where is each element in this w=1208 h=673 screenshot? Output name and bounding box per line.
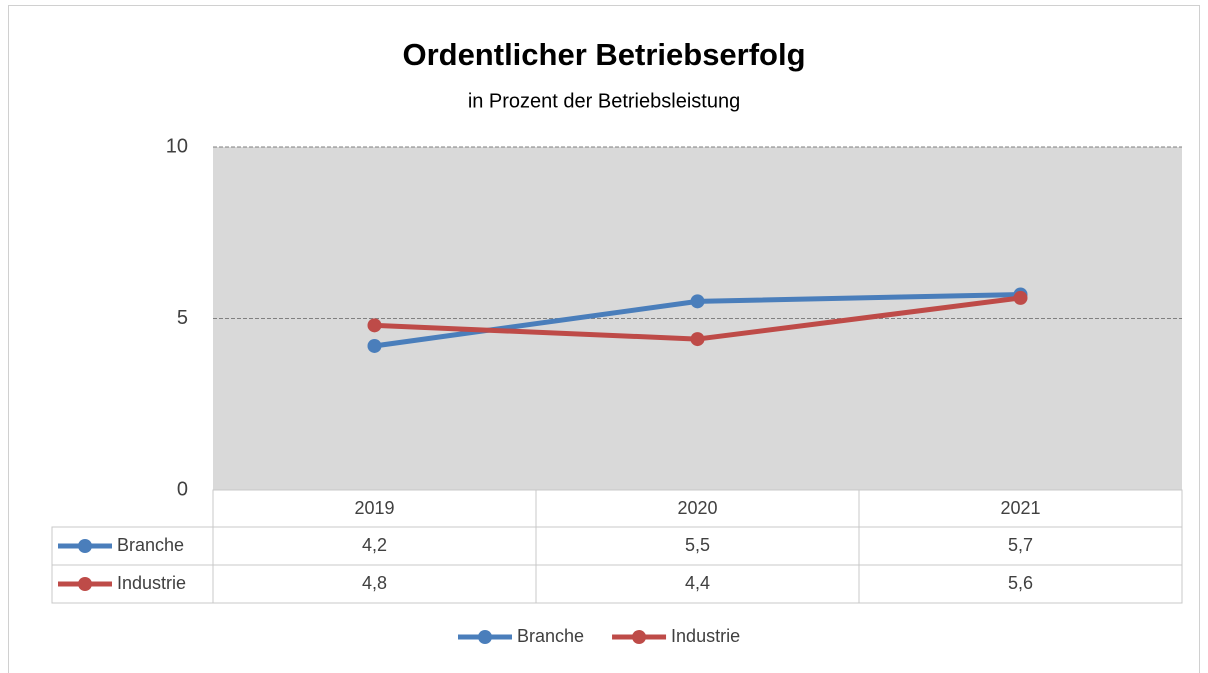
x-tick-label: 2019 xyxy=(354,498,394,518)
marker xyxy=(690,294,705,309)
x-tick-label: 2020 xyxy=(677,498,717,518)
legend-key-marker xyxy=(632,630,647,644)
data-table-value: 5,5 xyxy=(685,535,710,555)
x-tick-label: 2021 xyxy=(1000,498,1040,518)
y-tick-label: 0 xyxy=(177,478,188,500)
legend-label: Industrie xyxy=(671,626,740,646)
chart-title: Ordentlicher Betriebserfolg xyxy=(402,37,805,72)
legend-key-marker xyxy=(78,539,92,553)
marker xyxy=(367,338,382,353)
data-table-value: 5,7 xyxy=(1008,535,1033,555)
data-table-series-name: Branche xyxy=(117,535,184,555)
data-table-value: 4,8 xyxy=(362,573,387,593)
legend-key-marker xyxy=(78,577,92,591)
legend-key-marker xyxy=(478,630,492,644)
marker xyxy=(367,318,382,333)
marker xyxy=(1013,290,1028,305)
chart-subtitle: in Prozent der Betriebsleistung xyxy=(468,90,740,112)
data-table-value: 4,4 xyxy=(685,573,710,593)
y-tick-label: 10 xyxy=(166,135,188,157)
marker xyxy=(690,332,705,347)
legend-label: Branche xyxy=(517,626,584,646)
data-table-series-name: Industrie xyxy=(117,573,186,593)
data-table-value: 5,6 xyxy=(1008,573,1033,593)
y-tick-label: 5 xyxy=(177,307,188,329)
data-table-value: 4,2 xyxy=(362,535,387,555)
